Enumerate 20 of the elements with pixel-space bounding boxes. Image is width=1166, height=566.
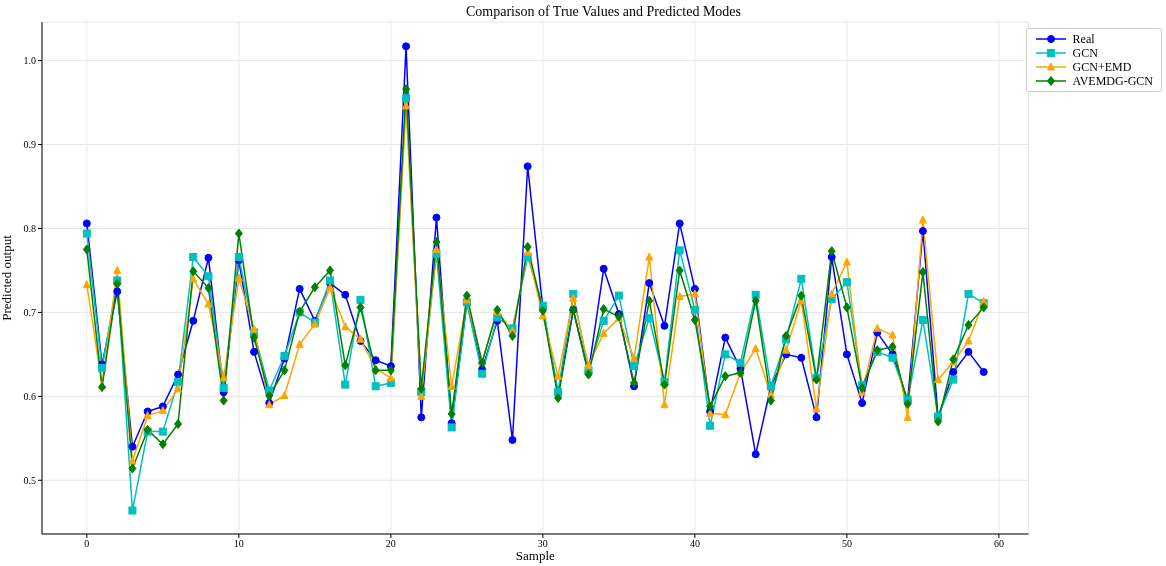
y-axis-title: Predicted output [0, 234, 14, 321]
y-tick-label: 1.0 [23, 55, 36, 67]
x-tick-label: 10 [233, 538, 244, 550]
y-tick-label: 0.6 [23, 390, 36, 402]
x-tick-label: 50 [841, 538, 852, 550]
y-tick-label: 0.8 [23, 223, 36, 235]
x-tick-label: 30 [537, 538, 548, 550]
legend-label: GCN [1072, 45, 1098, 61]
legend-label: GCN+EMD [1072, 59, 1132, 75]
y-tick-label: 0.9 [23, 139, 36, 151]
x-tick-label: 40 [689, 538, 700, 550]
x-tick-label: 20 [385, 538, 396, 550]
legend-label: Real [1072, 31, 1095, 47]
y-tick-label: 0.5 [23, 474, 36, 486]
legend-label: AVEMDG-GCN [1072, 73, 1153, 89]
y-tick-label: 0.7 [23, 306, 36, 318]
x-tick-label: 0 [84, 538, 90, 550]
x-axis-title: Sample [515, 548, 555, 563]
x-tick-label: 60 [993, 538, 1004, 550]
chart-title: Comparison of True Values and Predicted Modes [464, 4, 743, 20]
